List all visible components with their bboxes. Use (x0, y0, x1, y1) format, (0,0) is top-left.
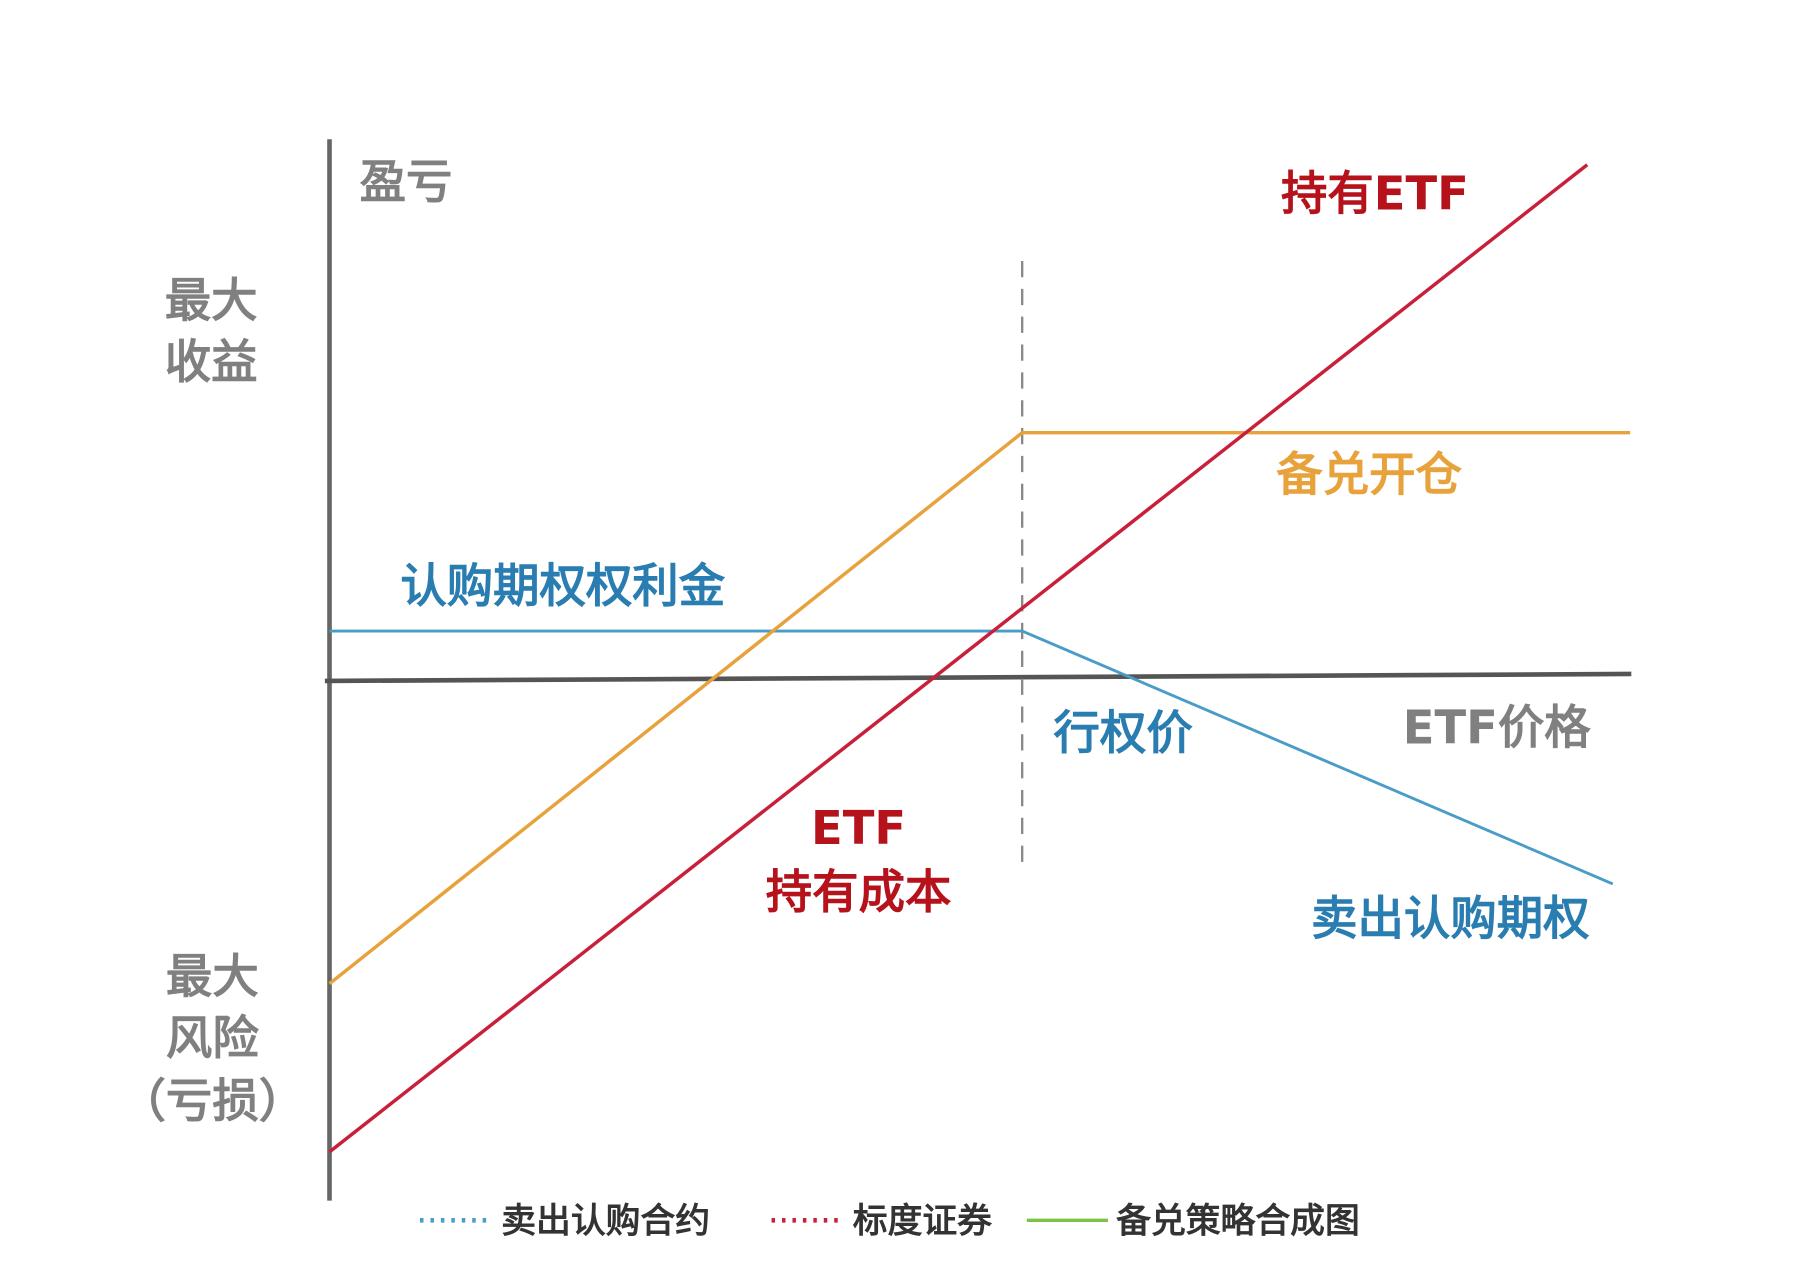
x-axis-label: ETF价格 (1403, 700, 1591, 754)
legend-label: 备兑策略合成图 (1116, 1202, 1360, 1242)
hold-etf-label: 持有ETF (1281, 167, 1469, 221)
max-gain-label: 最大 (165, 273, 258, 327)
covered-open-label: 备兑开仓 (1276, 447, 1462, 501)
etf-cost-label: 持有成本 (766, 865, 952, 919)
sell-call-label: 卖出认购期权 (1311, 892, 1590, 946)
max-risk-label: （亏损） (120, 1074, 306, 1128)
legend-label: 标度证券 (853, 1202, 993, 1242)
covered-call-line (328, 430, 1631, 986)
strike-label: 行权价 (1054, 706, 1194, 760)
etf-line (328, 163, 1589, 1154)
premium-label: 认购期权权利金 (400, 559, 725, 613)
max-gain-label: 收益 (165, 335, 258, 389)
x-axis (324, 671, 1632, 684)
max-risk-label: 风险 (166, 1011, 259, 1065)
legend-label: 卖出认购合约 (501, 1202, 710, 1242)
max-risk-label: 最大 (166, 950, 259, 1004)
etf-cost-label: ETF (811, 801, 906, 855)
y-axis-label: 盈亏 (360, 155, 453, 209)
short-call-line (329, 629, 1614, 886)
